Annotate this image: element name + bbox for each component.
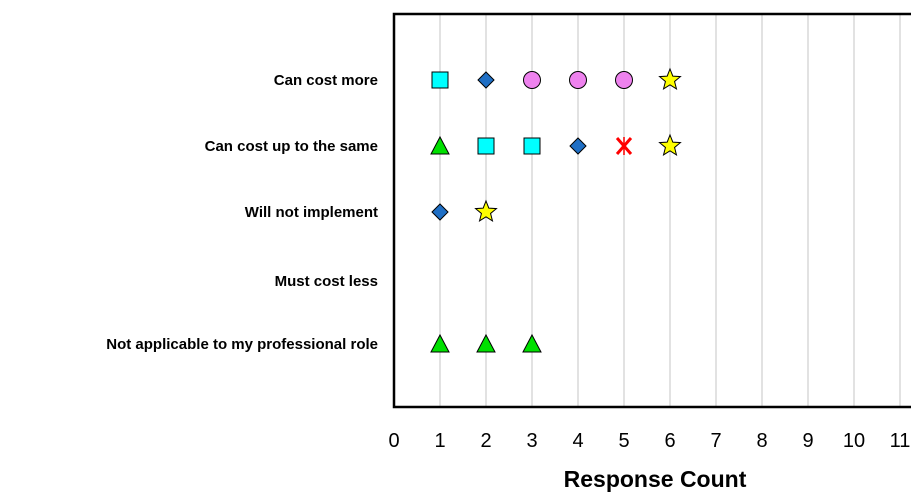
plot-border [392,12,911,409]
category-label-3: Must cost less [275,273,378,290]
point-circle-2 [523,71,541,89]
category-labels: Can cost more Can cost up to the same Will… [106,72,378,353]
x-tick-label-2: 2 [480,430,491,452]
x-tick-label-6: 6 [664,430,675,452]
point-circle-3 [569,71,587,89]
point-circle-4 [615,71,633,89]
point-star-11 [658,133,682,156]
point-diamond-1 [477,71,495,89]
x-tick-label-8: 8 [756,430,767,452]
point-star-13 [474,199,498,222]
point-diamond-12 [431,203,449,221]
point-square-7 [477,137,495,155]
category-label-1: Can cost up to the same [205,138,378,155]
plot-frame [392,12,911,409]
x-tick-label-10: 10 [843,430,865,452]
point-square-0 [431,71,449,89]
x-tick-label-0: 0 [388,430,399,452]
data-points [430,67,682,353]
category-label-0: Can cost more [274,72,378,89]
x-tick-label-1: 1 [434,430,445,452]
x-tick-label-4: 4 [572,430,583,452]
category-label-4: Not applicable to my professional role [106,336,378,353]
x-tick-label-3: 3 [526,430,537,452]
point-x-10 [615,137,633,155]
x-tick-label-9: 9 [802,430,813,452]
point-star-5 [658,67,682,90]
point-triangle-16 [522,333,542,353]
point-triangle-15 [476,333,496,353]
x-tick-labels: 0 1 2 3 4 5 6 7 8 9 10 11 [388,430,910,452]
point-triangle-6 [430,135,450,155]
x-tick-label-11: 11 [890,430,911,452]
point-square-8 [523,137,541,155]
x-axis-title: Response Count [564,466,747,492]
category-label-2: Will not implement [245,204,378,221]
point-triangle-14 [430,333,450,353]
x-tick-label-5: 5 [618,430,629,452]
x-tick-label-7: 7 [710,430,721,452]
point-diamond-9 [569,137,587,155]
